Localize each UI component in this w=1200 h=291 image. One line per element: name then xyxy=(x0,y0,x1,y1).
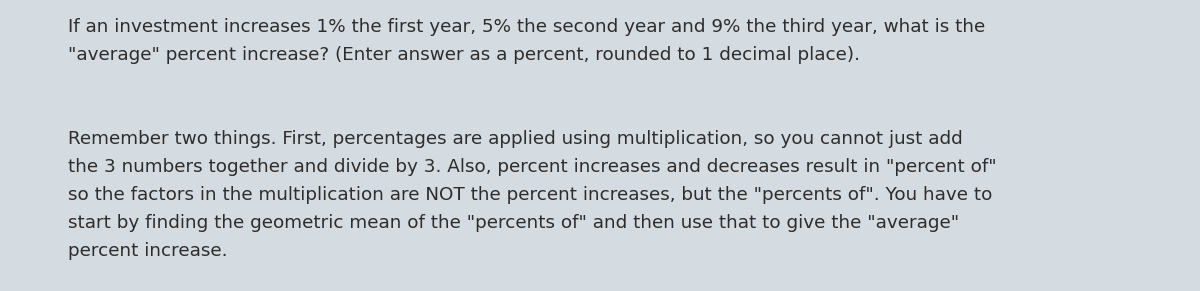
Text: If an investment increases 1% the first year, 5% the second year and 9% the thir: If an investment increases 1% the first … xyxy=(68,18,985,36)
Text: the 3 numbers together and divide by 3. Also, percent increases and decreases re: the 3 numbers together and divide by 3. … xyxy=(68,158,997,176)
Text: percent increase.: percent increase. xyxy=(68,242,228,260)
Text: "average" percent increase? (Enter answer as a percent, rounded to 1 decimal pla: "average" percent increase? (Enter answe… xyxy=(68,46,860,64)
Text: so the factors in the multiplication are NOT the percent increases, but the "per: so the factors in the multiplication are… xyxy=(68,186,992,204)
Text: Remember two things. First, percentages are applied using multiplication, so you: Remember two things. First, percentages … xyxy=(68,130,962,148)
Text: start by finding the geometric mean of the "percents of" and then use that to gi: start by finding the geometric mean of t… xyxy=(68,214,959,232)
